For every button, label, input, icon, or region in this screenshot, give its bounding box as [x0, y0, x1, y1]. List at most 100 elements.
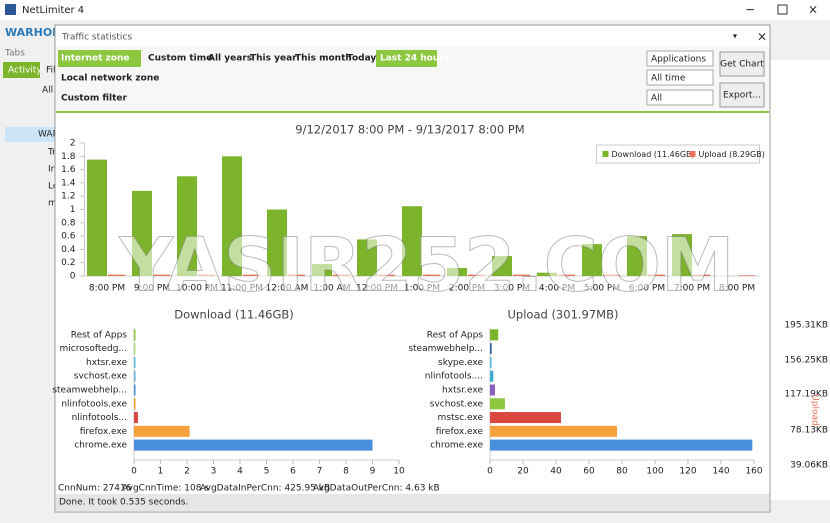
x-tick-label: 8:00 PM — [89, 284, 125, 294]
tabs-label: Tabs — [4, 49, 25, 59]
button-text[interactable]: Export... — [723, 91, 761, 101]
bar — [177, 176, 197, 276]
dialog-menu[interactable]: ▾ — [733, 32, 737, 41]
button-text[interactable]: Get Chart — [720, 60, 764, 70]
status-message: Done. It took 0.535 seconds. — [59, 498, 188, 508]
bar — [222, 156, 242, 276]
x-tick-label: 3:00 PM — [494, 284, 530, 294]
zone[interactable]: Internet zone — [61, 54, 129, 64]
bar — [693, 274, 710, 276]
bar — [490, 439, 753, 451]
y-tick-label: nlinfotools.... — [425, 372, 483, 382]
time-filter[interactable]: All years — [208, 54, 252, 64]
chart-title: Upload (301.97MB) — [508, 308, 619, 322]
bar — [582, 244, 602, 276]
x-tick-label: 4:00 PM — [539, 284, 575, 294]
y-tick-label: mstsc.exe — [438, 413, 484, 423]
bar — [357, 239, 377, 276]
bar — [672, 234, 692, 276]
y-tick-label: 0 — [70, 272, 76, 282]
y-tick-label: steamwebhelp... — [52, 386, 127, 396]
dropdown[interactable] — [646, 69, 714, 86]
bar — [134, 384, 136, 396]
minimize[interactable]: − — [745, 3, 755, 17]
bar — [648, 274, 665, 276]
button[interactable] — [719, 51, 765, 77]
side-axis: Upload — [810, 394, 820, 426]
y-tick-label: microsoftedg... — [59, 344, 127, 354]
bar — [490, 343, 492, 355]
x-tick-label: 1:00 AM — [314, 284, 351, 294]
dialog-close[interactable]: × — [757, 30, 767, 44]
legend-label: Upload (8.29GB) — [699, 150, 765, 159]
y-tick-label: 1.4 — [61, 178, 76, 188]
y-tick-label: hxtsr.exe — [442, 386, 483, 396]
x-tick-label: 7 — [317, 467, 323, 477]
status-metric: AvgDataInPerCnn: 425.95 kB — [200, 484, 330, 494]
tree-item[interactable]: WAR — [38, 130, 59, 140]
dropdown-text[interactable]: All — [651, 94, 662, 104]
close[interactable]: × — [808, 3, 818, 17]
time-filter[interactable]: Custom time — [148, 54, 212, 64]
time-filter-active[interactable] — [376, 50, 437, 67]
x-tick-label: 0 — [487, 467, 493, 477]
bar — [267, 209, 287, 276]
button[interactable] — [719, 82, 765, 108]
host-name: WARHORS — [5, 26, 69, 39]
bar — [490, 425, 618, 437]
dropdown[interactable] — [646, 89, 714, 106]
bar — [603, 274, 620, 276]
app-title: NetLimiter 4 — [22, 5, 84, 16]
tab[interactable]: Fil — [46, 66, 56, 76]
bar — [513, 274, 530, 276]
bar — [134, 329, 136, 341]
y-tick-label: chrome.exe — [430, 441, 483, 451]
legend-label: Download (11.46GB) — [612, 150, 695, 159]
tree-item[interactable]: m — [48, 199, 57, 209]
x-tick-label: 0 — [131, 467, 137, 477]
bar — [134, 439, 373, 451]
time-filter[interactable]: Last 24 hours — [380, 54, 449, 64]
bar — [490, 329, 499, 341]
bar — [134, 398, 136, 410]
y-tick-label: svchost.exe — [74, 372, 128, 382]
x-tick-label: 4 — [237, 467, 243, 477]
status-metric: CnnNum: 27416 — [58, 484, 132, 494]
x-tick-label: 60 — [583, 467, 595, 477]
tree-item[interactable]: In — [48, 165, 56, 175]
side-value: 39.06KB — [790, 461, 828, 471]
bar — [447, 268, 467, 276]
tab[interactable]: Activity — [8, 66, 42, 76]
filter[interactable]: All — [42, 86, 53, 96]
y-tick-label: firefox.exe — [80, 427, 128, 437]
dropdown-text[interactable]: All time — [651, 74, 686, 84]
x-tick-label: 12:00 AM — [266, 284, 309, 294]
time-filter[interactable]: This month — [295, 54, 352, 64]
dropdown[interactable] — [646, 50, 714, 67]
bar — [134, 356, 136, 368]
time-filter[interactable]: This year — [250, 54, 297, 64]
zone[interactable]: Local network zone — [61, 74, 159, 84]
y-tick-label: nlinfotools... — [72, 413, 127, 423]
bar — [134, 370, 136, 382]
zone[interactable]: Custom filter — [61, 94, 128, 104]
maximize[interactable] — [777, 4, 788, 15]
dropdown-text[interactable]: Applications — [651, 55, 706, 65]
y-tick-label: steamwebhelp... — [408, 344, 483, 354]
tree-item[interactable]: Lo — [48, 182, 59, 192]
bar — [738, 275, 755, 276]
bar — [537, 272, 557, 276]
charts: 9/12/2017 8:00 PM - 9/13/2017 8:00 PM 0 0.… — [52, 123, 765, 477]
tab-active[interactable] — [3, 62, 40, 78]
x-tick-label: 5:00 PM — [584, 284, 620, 294]
x-tick-label: 120 — [679, 467, 696, 477]
side-value: 117.19KB — [784, 390, 828, 400]
x-tick-label: 7:00 PM — [674, 284, 710, 294]
zone-active[interactable] — [58, 50, 141, 67]
time-filter[interactable]: Today — [347, 54, 376, 64]
tree-item[interactable]: Tr — [47, 148, 56, 158]
legend-box — [596, 144, 760, 164]
y-tick-label: nlinfotools.exe — [61, 399, 127, 409]
x-tick-label: 40 — [550, 467, 562, 477]
x-tick-label: 10 — [393, 467, 405, 477]
